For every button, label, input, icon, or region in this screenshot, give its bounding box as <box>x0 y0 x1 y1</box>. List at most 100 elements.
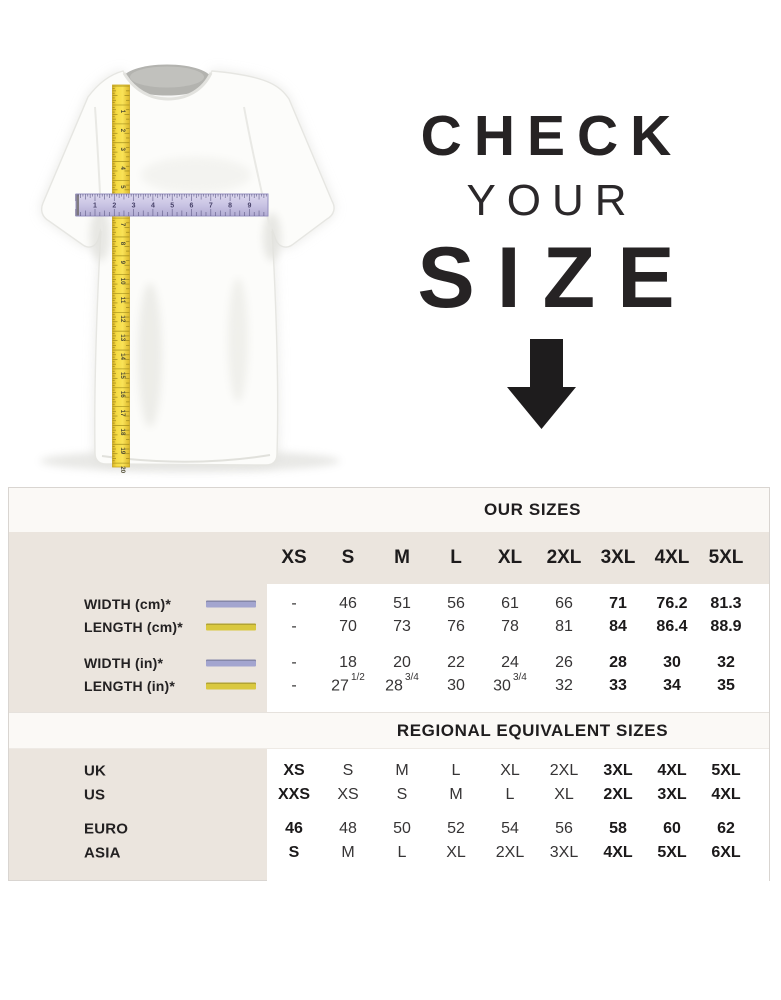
size-value-cell: 73 <box>393 617 411 635</box>
size-value-cell: 35 <box>717 676 735 694</box>
svg-text:15: 15 <box>119 372 126 379</box>
heading-line-check: CHECK <box>420 104 684 168</box>
down-arrow-icon <box>507 339 576 429</box>
svg-text:7: 7 <box>119 223 126 227</box>
size-value-cell: 26 <box>555 653 573 671</box>
size-value-cell: 66 <box>555 594 573 612</box>
size-value-cell: 20 <box>393 653 411 671</box>
size-value-cell: 62 <box>717 820 735 837</box>
svg-text:17: 17 <box>119 410 126 417</box>
svg-text:3: 3 <box>119 147 126 151</box>
size-column-header: 5XL <box>708 547 744 568</box>
size-value-cell: 22 <box>447 653 465 671</box>
size-value-cell: 46 <box>339 594 357 612</box>
size-value-cell: 48 <box>339 820 357 837</box>
sleeve-seam-left <box>94 106 103 232</box>
heading-line-your: YOUR <box>466 176 638 225</box>
size-value-cell: XS <box>337 786 359 803</box>
size-value-cell: 27 1/2 <box>331 671 365 695</box>
size-value-cell: 81 <box>555 617 573 635</box>
region-label: UK <box>84 762 107 780</box>
svg-text:6: 6 <box>190 203 194 210</box>
region-label-cell: ASIA <box>9 841 267 865</box>
regional-rows-area: UK XS S M L XL 2XL 3XL 4XL 5XL US XXS XS S M L XL 2XL 3XL 4… <box>9 749 769 881</box>
size-value-cell: 6XL <box>711 844 741 861</box>
fraction-superscript: 3/4 <box>512 671 527 683</box>
row-group-spacer <box>9 638 769 651</box>
lavender-swatch-icon <box>206 659 256 666</box>
row-group-spacer <box>9 807 769 817</box>
size-value-cell: 30 <box>447 676 465 694</box>
svg-text:14: 14 <box>119 353 126 360</box>
svg-text:8: 8 <box>228 203 232 210</box>
vertical-tape-measure: 1234567891011121314151617181920 <box>112 84 130 474</box>
collar-inner-highlight <box>130 66 204 88</box>
values-panel-background <box>267 749 769 881</box>
region-label-cell: UK <box>9 759 267 783</box>
size-value-cell: 4XL <box>603 844 633 861</box>
regional-row: EURO 46 48 50 52 54 56 58 60 62 <box>9 817 769 841</box>
size-value-cell: S <box>396 786 408 803</box>
size-value-cell: XS <box>283 762 305 779</box>
size-value-cell: XL <box>554 786 574 803</box>
size-value-cell: 81.3 <box>710 594 742 612</box>
svg-text:4: 4 <box>151 203 155 210</box>
size-value-cell: 28 <box>609 653 627 671</box>
measurement-label-cell: WIDTH (cm)* <box>9 592 267 615</box>
size-value-cell: 56 <box>555 820 573 837</box>
measurement-row: LENGTH (in)* - 27 1/2 28 3/4 30 30 3/4 32 33 34 35 <box>9 671 769 697</box>
region-label-cell: EURO <box>9 817 267 841</box>
region-label: US <box>84 786 106 804</box>
size-value-cell: L <box>505 786 515 803</box>
size-value-cell: 33 <box>609 676 627 694</box>
svg-text:1: 1 <box>119 110 126 114</box>
measurement-row-label: WIDTH (cm)* <box>84 595 171 612</box>
size-value-cell: 54 <box>501 820 519 837</box>
svg-text:5: 5 <box>119 185 126 189</box>
size-column-header: 4XL <box>654 547 690 568</box>
size-value-cell: 76 <box>447 617 465 635</box>
size-value-cell: 78 <box>501 617 519 635</box>
size-value-cell: 2XL <box>549 762 579 779</box>
size-value-cell: - <box>291 653 297 671</box>
svg-text:2: 2 <box>119 129 126 133</box>
size-value-cell: 18 <box>339 653 357 671</box>
size-value-cell: 86.4 <box>656 617 688 635</box>
svg-text:10: 10 <box>119 278 126 285</box>
measurement-row: LENGTH (cm)* - 70 73 76 78 81 84 86.4 88.9 <box>9 615 769 638</box>
region-label-cell: US <box>9 783 267 807</box>
svg-text:16: 16 <box>119 391 126 398</box>
size-value-cell: 84 <box>609 617 627 635</box>
size-column-header: XL <box>497 547 523 568</box>
size-value-cell: L <box>397 844 407 861</box>
our-sizes-header: OUR SIZES <box>9 488 769 532</box>
region-label: ASIA <box>84 844 121 862</box>
collar-rim <box>122 72 213 101</box>
size-value-cell: 30 3/4 <box>493 671 527 695</box>
yellow-swatch-icon <box>206 623 256 630</box>
size-column-header: M <box>394 547 410 568</box>
measurement-label-cell: WIDTH (in)* <box>9 651 267 674</box>
size-value-cell: 4XL <box>711 786 741 803</box>
size-column-header: XS <box>281 547 307 568</box>
svg-text:12: 12 <box>119 315 126 322</box>
measurement-row: WIDTH (cm)* - 46 51 56 61 66 71 76.2 81.3 <box>9 592 769 615</box>
size-value-cell: S <box>342 762 354 779</box>
size-value-cell: 46 <box>285 820 303 837</box>
size-value-cell: 24 <box>501 653 519 671</box>
size-value-cell: 60 <box>663 820 681 837</box>
size-value-cell: 56 <box>447 594 465 612</box>
svg-text:8: 8 <box>119 242 126 246</box>
regional-row: US XXS XS S M L XL 2XL 3XL 4XL <box>9 783 769 807</box>
size-value-cell: 50 <box>393 820 411 837</box>
measurement-row-label: LENGTH (in)* <box>84 677 176 694</box>
size-value-cell: 3XL <box>657 786 687 803</box>
measurement-row: WIDTH (in)* - 18 20 22 24 26 28 30 32 <box>9 651 769 674</box>
size-value-cell: 32 <box>717 653 735 671</box>
lavender-swatch-icon <box>206 600 256 607</box>
size-value-cell: M <box>449 786 463 803</box>
size-value-cell: L <box>451 762 461 779</box>
svg-text:9: 9 <box>247 203 251 210</box>
size-value-cell: 58 <box>609 820 627 837</box>
